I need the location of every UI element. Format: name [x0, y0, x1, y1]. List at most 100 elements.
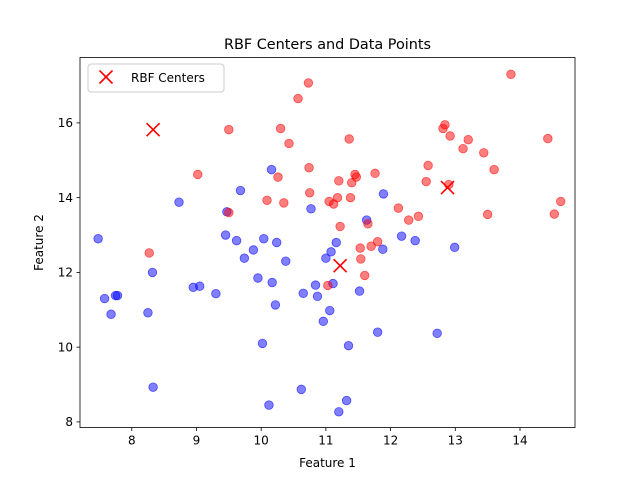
x-tick-label: 14	[512, 434, 527, 448]
data-point	[366, 241, 376, 251]
legend: RBF Centers	[87, 63, 225, 93]
data-point	[506, 69, 516, 80]
legend-marker-rbf-centers	[98, 69, 114, 85]
data-point	[174, 197, 184, 207]
data-point	[321, 253, 331, 263]
data-point	[372, 237, 383, 247]
data-point	[235, 185, 246, 196]
data-point	[298, 288, 308, 299]
data-point	[396, 231, 407, 241]
data-point	[423, 160, 433, 171]
y-tick-label: 8	[65, 415, 73, 429]
data-point	[325, 305, 335, 316]
data-point	[410, 235, 420, 246]
legend-box	[87, 63, 225, 93]
data-point	[310, 280, 321, 290]
data-point	[306, 204, 316, 214]
data-point	[143, 308, 153, 318]
data-point	[224, 207, 234, 218]
data-point	[479, 148, 489, 158]
data-point	[341, 395, 352, 406]
x-tick-label: 10	[254, 434, 269, 448]
data-point	[440, 120, 450, 130]
data-point	[351, 172, 361, 182]
y-axis-label: Feature 2	[32, 214, 46, 271]
data-point	[445, 131, 455, 141]
data-point	[393, 203, 404, 213]
data-point	[259, 234, 269, 244]
data-point	[413, 211, 424, 222]
data-point	[334, 176, 344, 186]
data-point	[318, 316, 328, 327]
data-point	[354, 286, 365, 296]
x-tick-label: 8	[128, 434, 136, 448]
data-point	[279, 198, 289, 208]
data-point	[489, 164, 499, 175]
data-point	[284, 138, 294, 149]
data-point	[262, 195, 272, 205]
data-point	[360, 270, 370, 281]
y-tick-label: 16	[58, 116, 73, 130]
data-point	[344, 134, 354, 144]
data-point	[326, 247, 336, 257]
data-point	[543, 133, 553, 144]
x-tick-label: 12	[383, 434, 398, 448]
data-point	[372, 327, 383, 337]
data-point	[370, 168, 380, 179]
data-point	[355, 243, 365, 253]
y-tick-label: 12	[58, 266, 73, 280]
data-point	[293, 93, 303, 104]
data-point	[404, 215, 414, 225]
data-point	[303, 78, 314, 88]
x-tick-label: 13	[448, 434, 463, 448]
data-point	[231, 235, 242, 246]
data-point	[195, 281, 205, 291]
data-point	[93, 234, 103, 244]
data-point	[273, 172, 283, 182]
chart-title: RBF Centers and Data Points	[224, 37, 431, 53]
data-point	[331, 237, 341, 248]
data-point	[148, 382, 158, 392]
data-point	[220, 230, 231, 240]
data-point	[432, 328, 442, 339]
data-point	[363, 219, 373, 229]
data-point	[449, 242, 460, 253]
data-point	[267, 277, 277, 288]
data-point	[296, 384, 306, 395]
data-point	[444, 179, 454, 190]
data-point	[334, 407, 344, 417]
y-tick-label: 14	[58, 191, 73, 205]
data-point	[99, 293, 110, 304]
data-point	[323, 280, 333, 291]
data-point	[378, 189, 389, 199]
data-point	[458, 143, 468, 154]
data-point	[335, 221, 345, 232]
data-point	[266, 164, 277, 175]
data-point	[304, 163, 314, 173]
data-point	[305, 188, 315, 198]
data-point	[463, 135, 473, 145]
x-tick-label: 9	[193, 434, 201, 448]
plot-frame	[79, 57, 576, 428]
x-tick-label: 11	[318, 434, 333, 448]
data-point	[224, 124, 234, 135]
data-point	[378, 244, 388, 254]
data-point	[275, 123, 286, 134]
data-point	[549, 209, 559, 219]
rbf-center-marker	[333, 258, 348, 273]
data-point	[144, 248, 154, 258]
data-point	[193, 169, 203, 180]
data-point	[264, 400, 274, 410]
data-point	[257, 338, 268, 349]
x-axis-label: Feature 1	[299, 456, 356, 470]
data-point	[270, 300, 281, 310]
rbf-center-marker	[146, 122, 161, 137]
legend-label-rbf-centers: RBF Centers	[131, 71, 205, 85]
data-point	[253, 273, 263, 283]
data-point	[112, 290, 123, 301]
data-point	[356, 254, 366, 264]
data-point	[147, 267, 158, 278]
rbf-center-marker	[440, 180, 455, 195]
data-point	[482, 209, 493, 220]
